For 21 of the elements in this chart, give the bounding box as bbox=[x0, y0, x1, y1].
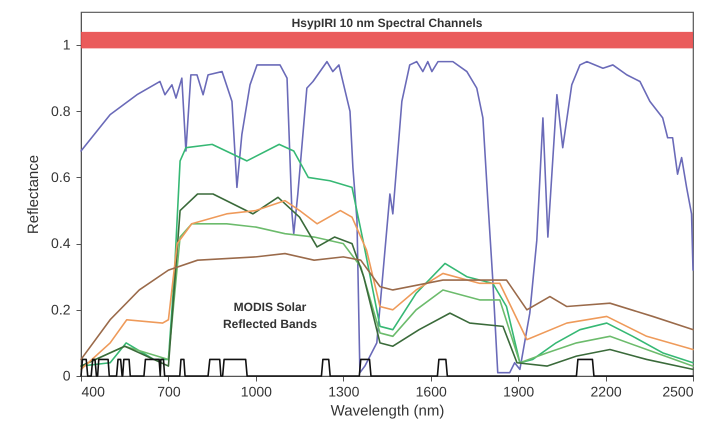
x-axis-title: Wavelength (nm) bbox=[330, 402, 444, 420]
x-tick-label: 1600 bbox=[416, 384, 447, 400]
band-label: HsypIRI 10 nm Spectral Channels bbox=[292, 16, 483, 30]
x-tick-label: 1900 bbox=[503, 384, 534, 400]
y-tick-label: 1 bbox=[62, 36, 71, 53]
x-tick-label: 1300 bbox=[328, 384, 360, 400]
y-tick-label: 0.4 bbox=[51, 235, 71, 252]
y-axis-title: Reflectance bbox=[25, 154, 42, 234]
line-series bbox=[80, 60, 694, 374]
y-tick-label: 0.2 bbox=[51, 301, 71, 318]
x-tick-label: 2500 bbox=[662, 384, 694, 400]
x-tick-label: 400 bbox=[82, 384, 106, 400]
y-tick-label: 0.6 bbox=[51, 168, 71, 185]
x-tick-label: 700 bbox=[157, 384, 181, 400]
y-tick-label: 0 bbox=[62, 368, 71, 384]
y-tick-label: 0.8 bbox=[51, 102, 71, 119]
line-series bbox=[80, 144, 694, 367]
x-tick-label: 2200 bbox=[590, 384, 622, 400]
line-series bbox=[80, 252, 694, 360]
annotation: MODIS Solar Reflected Bands bbox=[222, 300, 318, 331]
x-tick-label: 1000 bbox=[240, 384, 272, 400]
